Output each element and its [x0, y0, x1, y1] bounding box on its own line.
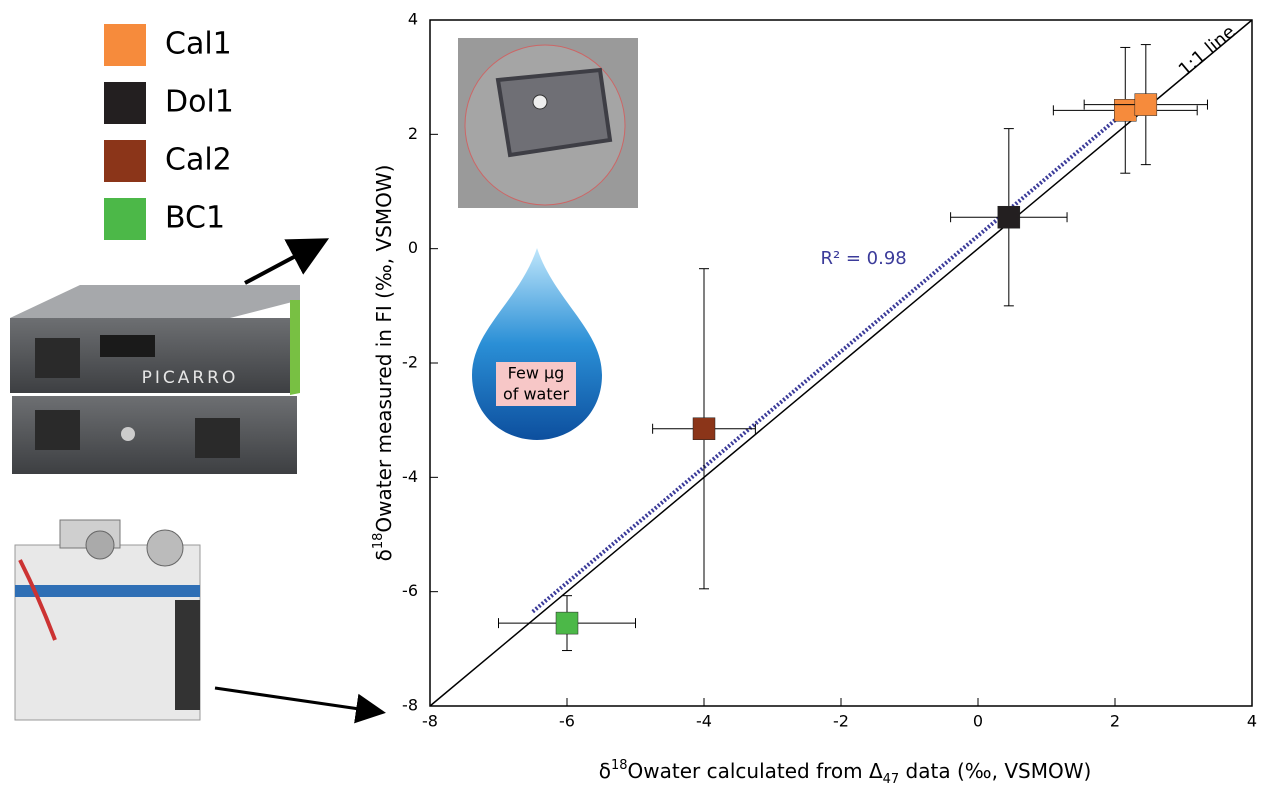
- y-axis-label-part: Owater measured in FI (‰, VSMOW): [372, 165, 396, 533]
- y-tick-label: -6: [402, 581, 418, 600]
- x-tick-label: 0: [973, 712, 983, 731]
- drop-label: Few μg: [508, 364, 565, 383]
- drop-label: of water: [503, 385, 570, 404]
- point: [555, 611, 579, 635]
- point: [1134, 93, 1158, 116]
- water-drop: Few μg of water: [472, 248, 602, 440]
- fit-label: R² = 0.98: [820, 248, 906, 269]
- fit-line: [531, 107, 1130, 614]
- legend-label: Cal2: [165, 143, 232, 178]
- y-tick-label: -2: [402, 353, 418, 372]
- legend-label: BC1: [165, 201, 225, 236]
- point: [1114, 99, 1137, 122]
- arrow: [214, 686, 386, 724]
- x-axis-label: δ18Owater calculated from Δ47 data (‰, V…: [599, 758, 1092, 787]
- picarro-instrument: PICARRO: [10, 285, 300, 474]
- y-tick-label: -8: [402, 696, 418, 715]
- y-tick-label: -4: [402, 467, 418, 486]
- x-tick-label: 2: [1110, 712, 1120, 731]
- legend-label: Cal1: [165, 27, 232, 62]
- fluid-inclusion-photo: [458, 38, 638, 208]
- y-tick-label: 0: [408, 238, 418, 257]
- instrument-label: PICARRO: [142, 368, 239, 388]
- x-tick-label: -8: [422, 712, 438, 731]
- reference-line: [429, 19, 1253, 707]
- y-tick-label: 2: [408, 124, 418, 143]
- y-tick-label: 4: [408, 10, 418, 29]
- point: [997, 205, 1021, 229]
- y-axis-label: δ18Owater measured in FI (‰, VSMOW): [371, 165, 396, 562]
- x-axis-label-part: data (‰, VSMOW): [899, 759, 1091, 783]
- legend-label: Dol1: [165, 85, 234, 120]
- x-tick-label: -2: [833, 712, 849, 731]
- legend-swatch: [104, 198, 146, 240]
- y-axis-label-part: δ: [372, 549, 396, 561]
- x-axis-label-part: 47: [883, 772, 900, 787]
- point: [692, 417, 716, 440]
- legend-swatch: [104, 140, 146, 182]
- x-axis-label-part: δ: [599, 759, 611, 783]
- reference-label: 1:1 line: [1175, 21, 1240, 80]
- mass-spectrometer: [14, 519, 201, 721]
- x-axis-label-part: Owater calculated from Δ: [628, 759, 883, 783]
- x-tick-label: -6: [559, 712, 575, 731]
- arrow: [244, 238, 330, 285]
- legend-swatch: [104, 24, 146, 66]
- legend-swatch: [104, 82, 146, 124]
- x-tick-label: 4: [1247, 712, 1257, 731]
- x-tick-label: -4: [696, 712, 712, 731]
- x-axis-label-part: 18: [611, 758, 628, 773]
- y-axis-label-part: 18: [371, 533, 386, 550]
